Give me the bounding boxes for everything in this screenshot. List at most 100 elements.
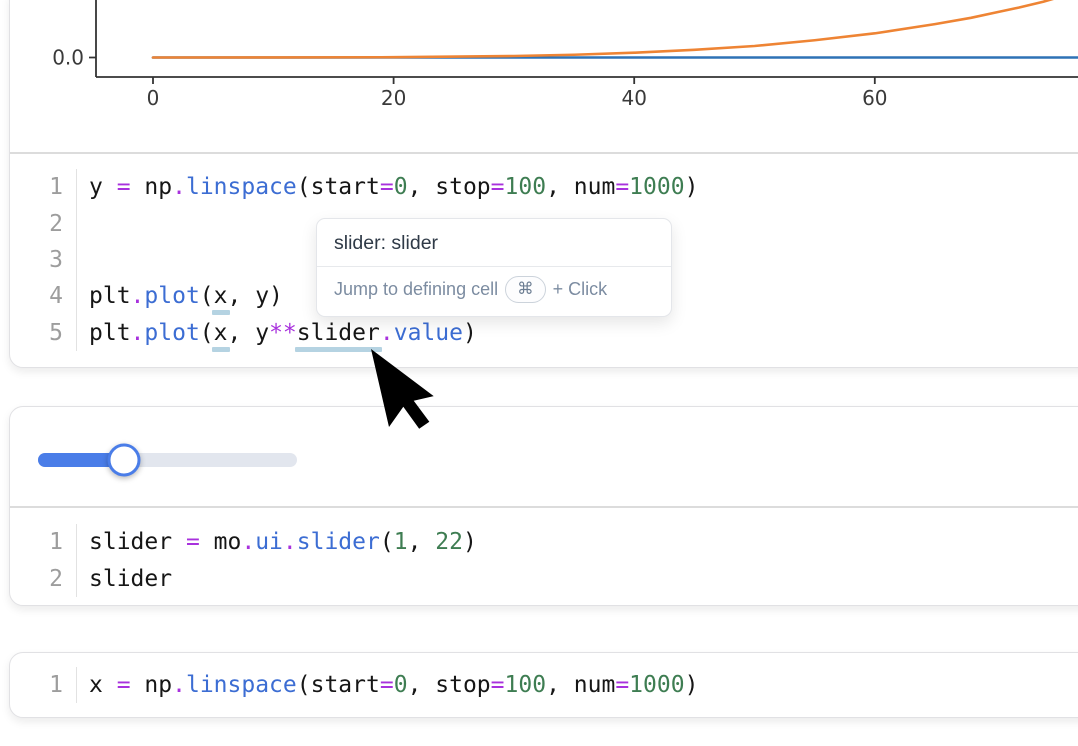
code-token: 100 [504, 672, 547, 699]
code-token: slider [89, 565, 173, 592]
tooltip-action-row: Jump to defining cell ⌘ + Click [317, 266, 671, 316]
mouse-cursor-icon [371, 349, 434, 429]
code-token-reference: x [211, 283, 230, 316]
code-token: = [490, 174, 505, 201]
x-axis-tick-label: 20 [381, 86, 406, 110]
code-token: , y) [227, 283, 283, 310]
code-text: slider [76, 560, 173, 597]
code-token: , num [546, 672, 616, 699]
code-token: , y [227, 319, 270, 346]
code-line[interactable]: 2 [10, 205, 1078, 242]
code-token: plot [144, 319, 200, 346]
code-token: = [615, 672, 630, 699]
code-token: . [172, 174, 186, 201]
code-token: plt [89, 319, 131, 346]
cell-slider: 1 slider = mo. ui. slider(1, 22) 2 slider [9, 406, 1078, 606]
code-token: ) [684, 672, 699, 699]
code-token: mo [199, 529, 242, 556]
code-token: . [130, 283, 145, 310]
code-token: linspace [185, 672, 297, 699]
code-text: y = np. linspace (start = 0, stop = 100, num = 1… [76, 169, 699, 206]
code-token: 1000 [629, 174, 685, 201]
code-token: slider [89, 529, 186, 556]
code-token: = [379, 672, 394, 699]
code-text: plt. plot(x, y ** slider. value) [76, 314, 477, 352]
x-axis-tick-label: 0 [147, 86, 160, 110]
code-token: . [282, 529, 297, 556]
code-token: 1 [393, 529, 408, 556]
code-token: x [89, 672, 117, 699]
line-number: 2 [49, 565, 63, 592]
line-number: 2 [49, 210, 63, 237]
code-line[interactable]: 2 slider [10, 560, 1078, 597]
code-token: ) [684, 174, 699, 201]
code-text: slider = mo. ui. slider(1, 22) [76, 524, 477, 561]
code-token: ** [269, 319, 297, 346]
slider-fill [38, 452, 124, 467]
code-token: y [89, 174, 117, 201]
code-token: , num [546, 174, 616, 201]
line-number: 1 [49, 529, 63, 556]
line-number: 1 [49, 174, 63, 201]
code-token: value [393, 319, 463, 346]
variable-tooltip: slider: slider Jump to defining cell ⌘ +… [316, 218, 672, 317]
tooltip-action-label: Jump to defining cell [334, 279, 499, 299]
plot-output: 0.0 0 20 40 60 [10, 0, 1078, 154]
code-token: . [241, 529, 256, 556]
tooltip-title: slider: slider [334, 232, 439, 254]
command-key-icon: ⌘ [505, 276, 546, 303]
code-token: plt [89, 283, 131, 310]
code-token: . [379, 319, 394, 346]
code-editor-slider[interactable]: 1 slider = mo. ui. slider(1, 22) 2 slider [10, 508, 1078, 597]
code-token-reference: x [211, 319, 230, 352]
line-number: 4 [49, 283, 63, 310]
code-text: x = np. linspace (start = 0, stop = 100, num = 1… [76, 667, 699, 704]
code-token: ( [199, 283, 214, 310]
code-text [76, 205, 89, 242]
code-token: , stop [407, 174, 491, 201]
plot-line [151, 0, 1054, 59]
code-text: plt. plot(x, y) [76, 278, 283, 316]
code-token: (start [296, 672, 380, 699]
slider-widget[interactable] [38, 443, 297, 476]
slider-thumb[interactable] [107, 443, 141, 476]
code-token: ) [462, 319, 477, 346]
code-token: np [130, 672, 173, 699]
code-token: = [615, 174, 630, 201]
code-token: ( [379, 529, 394, 556]
code-token: ui [255, 529, 283, 556]
code-token: ( [199, 319, 214, 346]
code-line[interactable]: 4 plt. plot(x, y) [10, 278, 1078, 316]
code-token: 0 [393, 174, 408, 201]
slider-output [10, 407, 1078, 508]
code-token: = [116, 174, 131, 201]
line-number: 1 [49, 672, 63, 699]
slider-track[interactable] [38, 452, 297, 467]
code-line[interactable]: 5 plt. plot(x, y ** slider. value) [10, 314, 1078, 352]
code-token: np [130, 174, 173, 201]
code-token: (start [296, 174, 380, 201]
code-token: linspace [185, 174, 297, 201]
code-token: , [407, 529, 436, 556]
code-token: . [172, 672, 186, 699]
code-token: 0 [393, 672, 408, 699]
line-number: 5 [49, 319, 63, 346]
matplotlib-plot: 0.0 0 20 40 60 [52, 0, 1078, 110]
code-token: . [130, 319, 145, 346]
y-axis-tick-label: 0.0 [52, 46, 84, 70]
code-token-reference: slider [294, 319, 382, 352]
code-token: = [185, 529, 200, 556]
code-line[interactable]: 3 [10, 241, 1078, 279]
code-line[interactable]: 1 slider = mo. ui. slider(1, 22) [10, 524, 1078, 561]
code-token: ) [462, 529, 477, 556]
x-axis-tick-label: 60 [862, 86, 887, 110]
tooltip-shortcut-suffix: + Click [552, 279, 608, 299]
line-number: 3 [49, 246, 63, 273]
code-token: 1000 [629, 672, 685, 699]
